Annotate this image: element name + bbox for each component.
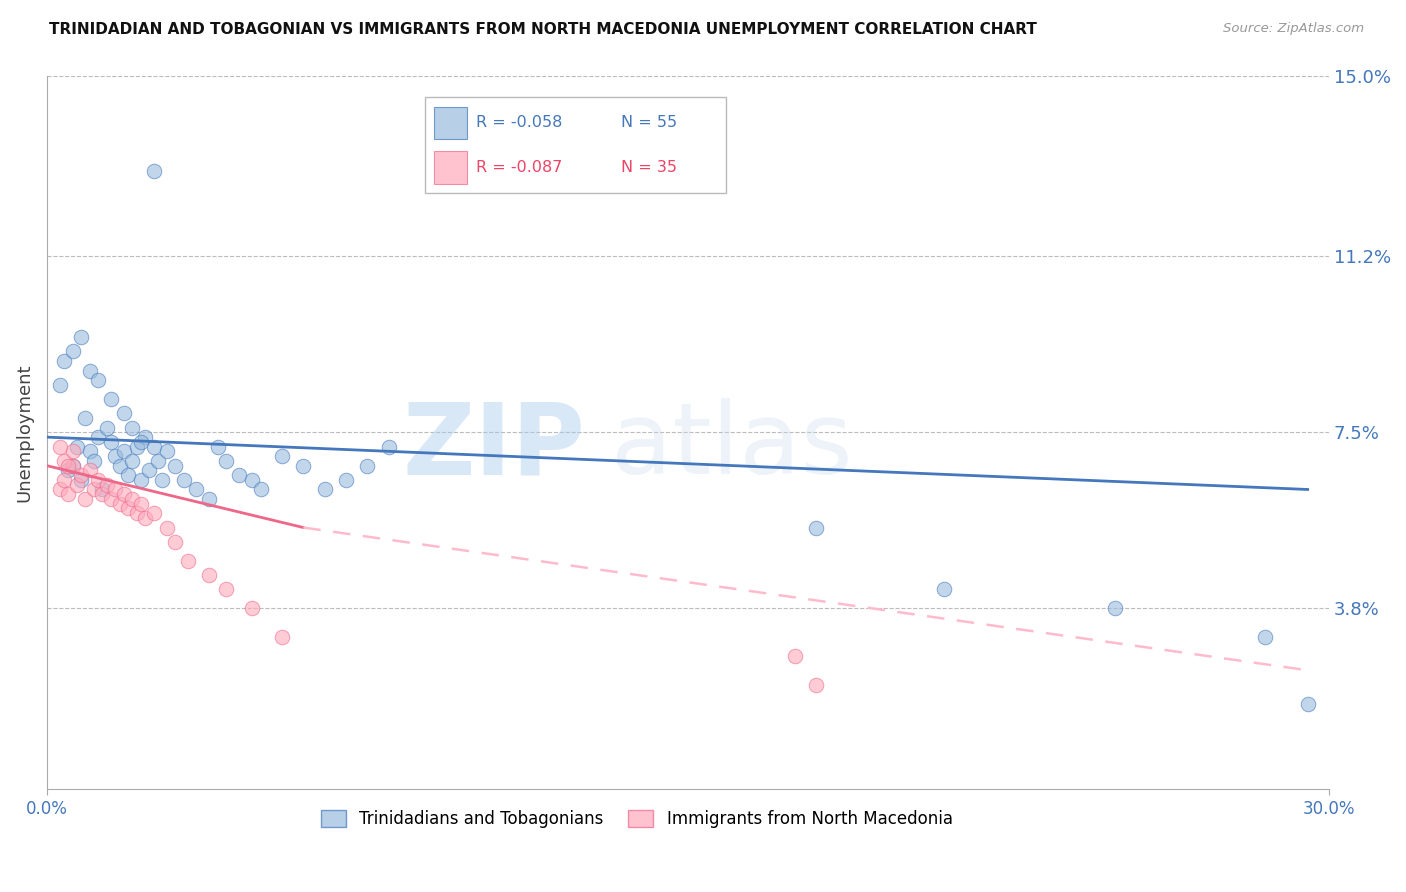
Y-axis label: Unemployment: Unemployment: [15, 363, 32, 501]
Point: [108, 458, 131, 473]
Point: [112, 406, 135, 420]
Point: [62, 444, 84, 458]
Point: [121, 454, 143, 468]
Point: [104, 483, 127, 497]
Point: [134, 430, 156, 444]
Point: [58, 463, 80, 477]
Point: [292, 458, 315, 473]
Point: [134, 511, 156, 525]
Point: [228, 468, 250, 483]
Point: [207, 440, 229, 454]
Point: [146, 454, 169, 468]
Point: [83, 483, 105, 497]
Point: [100, 392, 122, 406]
Point: [155, 520, 177, 534]
Point: [378, 440, 401, 454]
Point: [96, 477, 118, 491]
Point: [129, 497, 152, 511]
Point: [125, 440, 148, 454]
Point: [79, 363, 101, 377]
Point: [48, 440, 70, 454]
Point: [62, 344, 84, 359]
Point: [155, 444, 177, 458]
Point: [249, 483, 271, 497]
Point: [70, 330, 93, 344]
Point: [96, 420, 118, 434]
Point: [271, 630, 294, 644]
Point: [87, 473, 110, 487]
Point: [165, 534, 187, 549]
Text: Source: ZipAtlas.com: Source: ZipAtlas.com: [1223, 22, 1364, 36]
Point: [62, 458, 84, 473]
Point: [70, 468, 93, 483]
Point: [53, 454, 76, 468]
Point: [314, 483, 336, 497]
Point: [83, 454, 105, 468]
Point: [112, 487, 135, 501]
Point: [198, 568, 221, 582]
Point: [215, 454, 238, 468]
Point: [142, 506, 165, 520]
Point: [138, 463, 160, 477]
Point: [142, 440, 165, 454]
Text: atlas: atlas: [612, 398, 852, 495]
Point: [173, 473, 195, 487]
Point: [165, 458, 187, 473]
Point: [48, 483, 70, 497]
Point: [87, 430, 110, 444]
Point: [104, 449, 127, 463]
Point: [125, 506, 148, 520]
Point: [108, 497, 131, 511]
Point: [129, 434, 152, 449]
Point: [62, 458, 84, 473]
Point: [79, 444, 101, 458]
Point: [198, 491, 221, 506]
Text: ZIP: ZIP: [402, 398, 585, 495]
Point: [75, 491, 97, 506]
Point: [79, 463, 101, 477]
Point: [58, 487, 80, 501]
Point: [1104, 601, 1126, 615]
Point: [1296, 697, 1319, 711]
Point: [150, 473, 173, 487]
Point: [70, 473, 93, 487]
Point: [1254, 630, 1277, 644]
Point: [335, 473, 357, 487]
Point: [117, 468, 139, 483]
Legend: Trinidadians and Tobagonians, Immigrants from North Macedonia: Trinidadians and Tobagonians, Immigrants…: [314, 803, 959, 834]
Point: [112, 444, 135, 458]
Point: [53, 354, 76, 368]
Point: [186, 483, 208, 497]
Point: [117, 501, 139, 516]
Point: [804, 520, 827, 534]
Point: [783, 648, 806, 663]
Point: [215, 582, 238, 597]
Point: [91, 487, 114, 501]
Point: [240, 473, 263, 487]
Point: [87, 373, 110, 387]
Point: [240, 601, 263, 615]
Point: [121, 420, 143, 434]
Point: [53, 473, 76, 487]
Point: [66, 477, 89, 491]
Point: [142, 163, 165, 178]
Text: TRINIDADIAN AND TOBAGONIAN VS IMMIGRANTS FROM NORTH MACEDONIA UNEMPLOYMENT CORRE: TRINIDADIAN AND TOBAGONIAN VS IMMIGRANTS…: [49, 22, 1038, 37]
Point: [934, 582, 956, 597]
Point: [356, 458, 378, 473]
Point: [48, 377, 70, 392]
Point: [58, 458, 80, 473]
Point: [804, 677, 827, 691]
Point: [129, 473, 152, 487]
Point: [66, 440, 89, 454]
Point: [75, 411, 97, 425]
Point: [121, 491, 143, 506]
Point: [100, 434, 122, 449]
Point: [91, 483, 114, 497]
Point: [271, 449, 294, 463]
Point: [177, 554, 200, 568]
Point: [100, 491, 122, 506]
